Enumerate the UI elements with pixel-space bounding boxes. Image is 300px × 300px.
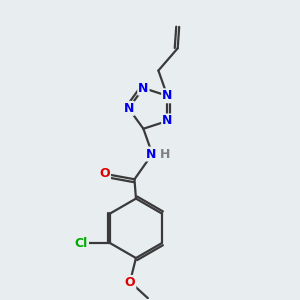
Text: N: N — [162, 115, 172, 128]
Text: O: O — [125, 276, 135, 289]
Text: N: N — [162, 89, 172, 102]
Text: N: N — [123, 102, 134, 115]
Text: Cl: Cl — [75, 237, 88, 250]
Text: N: N — [138, 82, 148, 94]
Text: O: O — [99, 167, 110, 180]
Text: N: N — [146, 148, 156, 160]
Text: H: H — [160, 148, 170, 160]
